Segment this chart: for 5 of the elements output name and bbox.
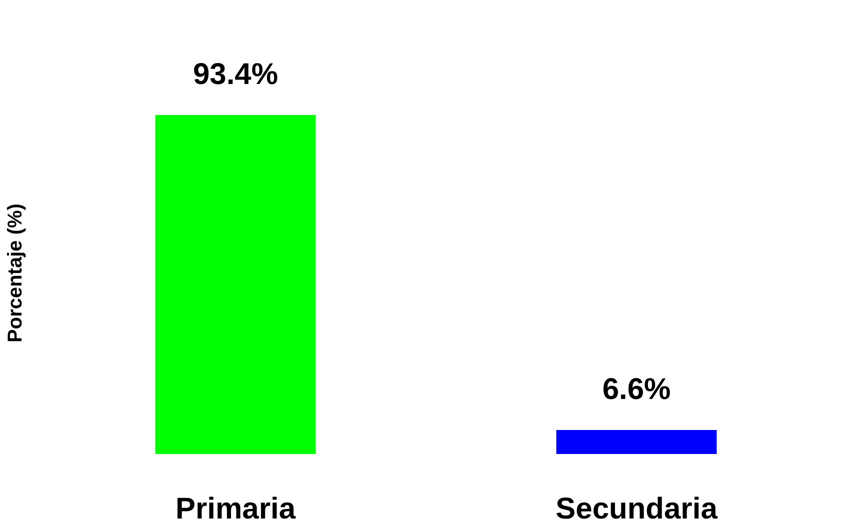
x-tick-label: Primaria xyxy=(175,492,296,526)
data-label: 93.4% xyxy=(192,58,278,91)
x-tick-label: Secundaria xyxy=(556,492,718,526)
data-label: 6.6% xyxy=(602,373,671,406)
y-axis-title: Porcentaje (%) xyxy=(4,204,26,342)
